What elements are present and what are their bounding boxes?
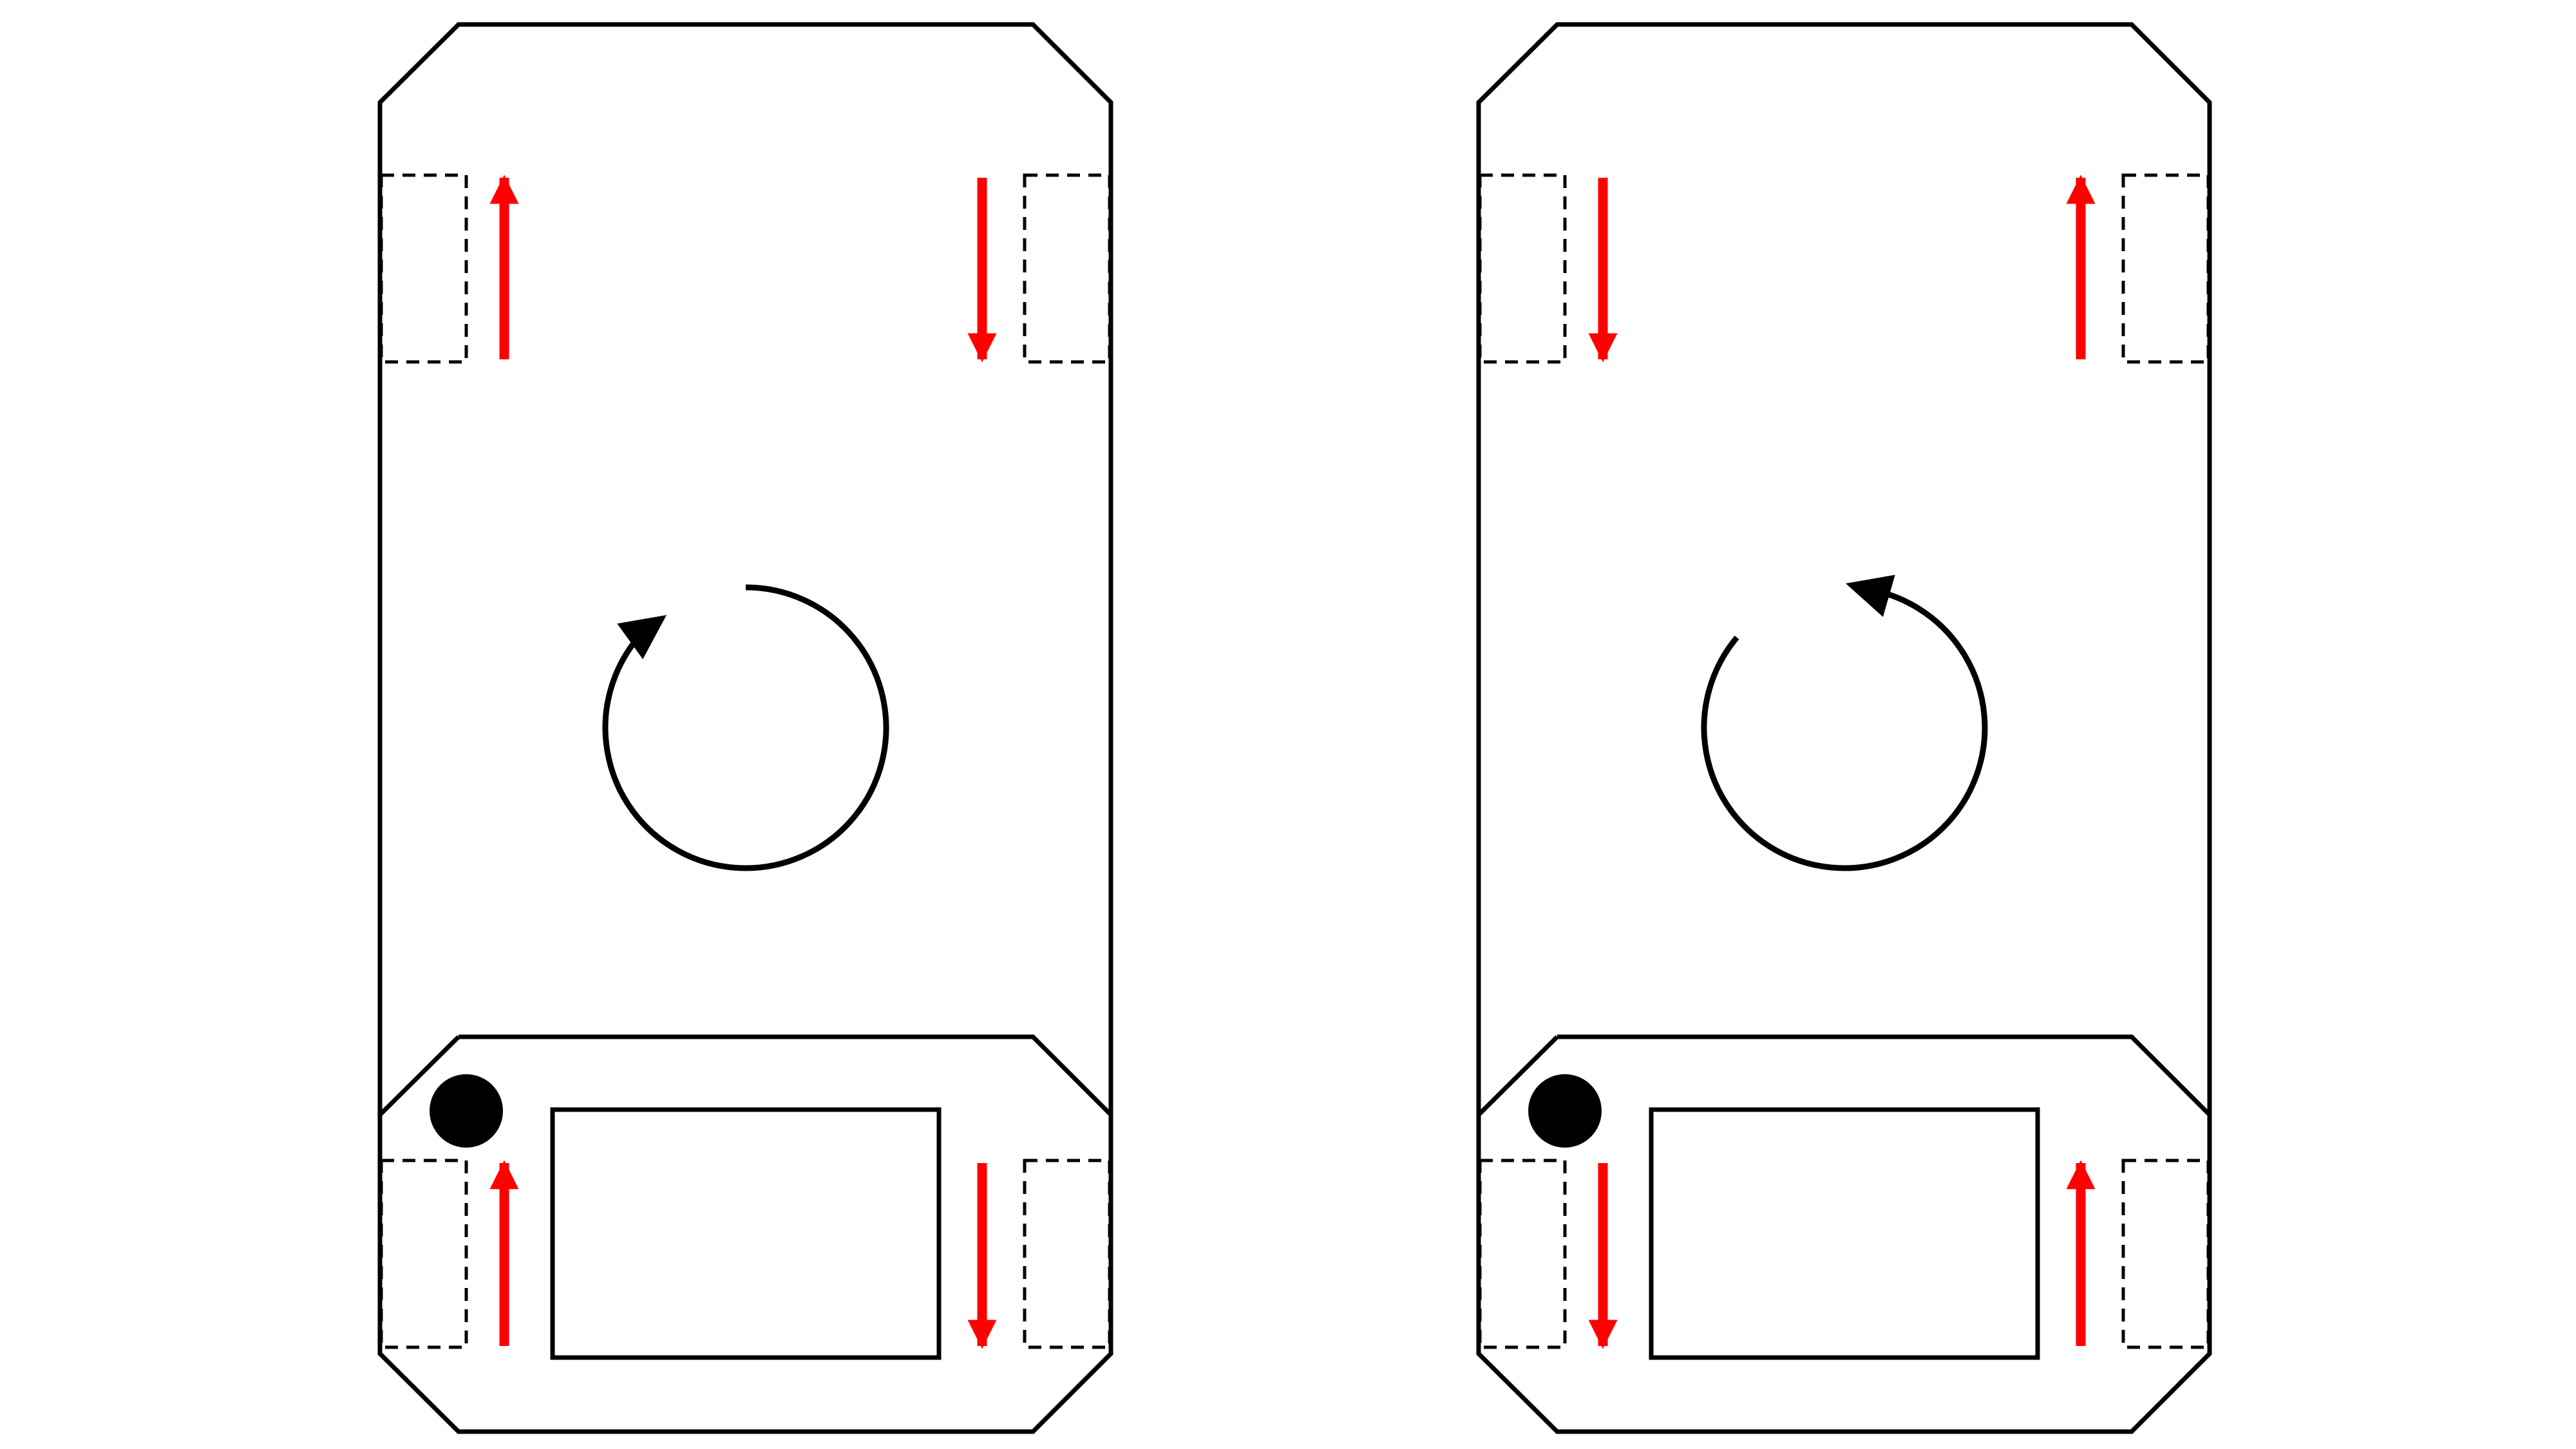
power-indicator-dot [1528,1074,1602,1148]
wheel-rear-left [379,1159,468,1349]
display-screen [550,1107,942,1360]
power-indicator-dot [430,1074,503,1148]
right-robot-panel [1476,22,2212,1434]
wheel-rear-right [2121,1159,2210,1349]
rotation-arrowhead-clockwise [617,615,667,659]
wheel-rear-left [1478,1159,1567,1349]
left-robot-panel [377,22,1113,1434]
battery-base-outline [1477,1034,2211,1117]
rotation-arc-counterclockwise [1701,585,1988,871]
wheel-front-right [2121,173,2210,364]
wheel-rear-right [1023,1159,1112,1349]
display-screen [1649,1107,2040,1360]
wheel-front-left [379,173,468,364]
robot-body-outline [1476,22,2212,1434]
battery-base-outline [378,1034,1113,1117]
rotation-arrowhead-counterclockwise [1846,574,1895,617]
wheel-front-left [1478,173,1567,364]
wheel-front-right [1023,173,1112,364]
rotation-arc-clockwise [602,584,889,871]
robot-body-outline [377,22,1113,1434]
